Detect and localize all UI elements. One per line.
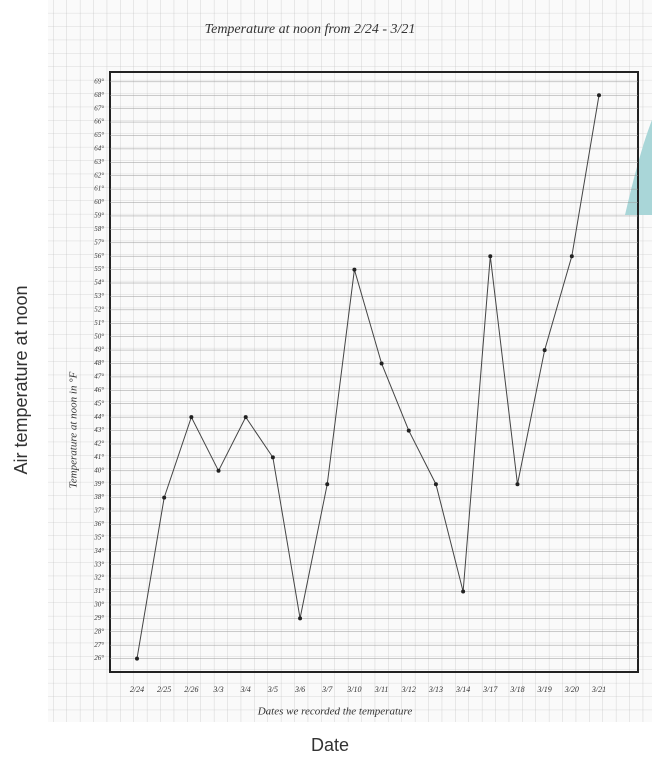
y-tick-label: 55° <box>94 265 104 273</box>
y-tick-label: 67° <box>94 104 104 112</box>
y-tick-label: 52° <box>94 305 104 313</box>
x-tick-label: 3/5 <box>267 685 278 694</box>
x-tick-label: 3/12 <box>401 685 416 694</box>
y-tick-label: 28° <box>94 627 104 635</box>
y-tick-label: 51° <box>94 319 104 327</box>
chart: Temperature at noon from 2/24 - 3/21 Tem… <box>0 0 652 761</box>
data-point <box>461 590 465 594</box>
x-tick-label: 3/19 <box>537 685 552 694</box>
data-point <box>570 254 574 258</box>
data-point <box>515 482 519 486</box>
x-tick-label: 3/4 <box>240 685 251 694</box>
data-point <box>244 415 248 419</box>
data-point <box>352 268 356 272</box>
x-tick-label: 3/10 <box>346 685 361 694</box>
x-tick-label: 3/17 <box>482 685 498 694</box>
y-tick-label: 30° <box>93 601 104 609</box>
y-tick-label: 47° <box>94 373 104 381</box>
y-tick-label: 43° <box>94 426 104 434</box>
y-tick-label: 62° <box>94 171 104 179</box>
y-tick-label: 44° <box>94 413 104 421</box>
data-point <box>434 482 438 486</box>
data-point <box>162 496 166 500</box>
x-tick-label: 3/13 <box>428 685 443 694</box>
y-tick-label: 49° <box>94 346 104 354</box>
data-point <box>298 616 302 620</box>
y-tick-label: 31° <box>93 587 104 595</box>
x-tick-label: 3/6 <box>294 685 305 694</box>
y-tick-label: 45° <box>94 399 104 407</box>
y-tick-label: 39° <box>93 480 104 488</box>
x-tick-label: 3/11 <box>374 685 389 694</box>
outer-x-label: Date <box>311 735 349 755</box>
y-tick-label: 41° <box>94 453 104 461</box>
y-tick-label: 60° <box>94 198 104 206</box>
data-point <box>407 429 411 433</box>
y-tick-label: 57° <box>94 238 104 246</box>
y-tick-label: 64° <box>94 145 104 153</box>
y-tick-label: 37° <box>93 507 104 515</box>
x-tick-label: 3/3 <box>212 685 223 694</box>
y-tick-label: 29° <box>94 614 104 622</box>
x-axis-label: Dates we recorded the temperature <box>257 706 413 718</box>
x-tick-label: 3/21 <box>591 685 606 694</box>
x-tick-label: 3/18 <box>509 685 524 694</box>
y-tick-label: 35° <box>93 533 104 541</box>
y-tick-label: 40° <box>94 466 104 474</box>
data-point <box>488 254 492 258</box>
data-point <box>543 348 547 352</box>
y-tick-label: 36° <box>93 520 104 528</box>
data-point <box>135 657 139 661</box>
y-tick-label: 54° <box>94 279 104 287</box>
y-tick-label: 48° <box>94 359 104 367</box>
y-tick-label: 26° <box>94 654 104 662</box>
y-tick-label: 27° <box>94 641 104 649</box>
x-tick-label: 2/25 <box>157 685 171 694</box>
y-tick-label: 56° <box>94 252 104 260</box>
y-tick-label: 69° <box>94 77 104 85</box>
chart-title: Temperature at noon from 2/24 - 3/21 <box>205 22 416 37</box>
y-tick-label: 38° <box>93 493 104 501</box>
data-point <box>597 93 601 97</box>
y-tick-label: 61° <box>94 185 104 193</box>
y-tick-label: 50° <box>94 332 104 340</box>
x-tick-label: 3/7 <box>321 685 333 694</box>
x-tick-label: 3/14 <box>455 685 470 694</box>
y-tick-label: 58° <box>94 225 104 233</box>
y-tick-label: 33° <box>93 560 104 568</box>
paper-grid <box>48 0 652 722</box>
y-tick-label: 63° <box>94 158 104 166</box>
y-tick-label: 59° <box>94 212 104 220</box>
y-tick-label: 65° <box>94 131 104 139</box>
y-tick-label: 68° <box>94 91 104 99</box>
y-tick-label: 42° <box>94 440 104 448</box>
y-tick-label: 66° <box>94 118 104 126</box>
y-tick-label: 34° <box>93 547 104 555</box>
y-tick-label: 32° <box>93 574 104 582</box>
x-tick-label: 3/20 <box>564 685 579 694</box>
y-axis-label: Temperature at noon in °F <box>68 371 80 488</box>
y-tick-label: 46° <box>94 386 104 394</box>
data-point <box>380 362 384 366</box>
data-point <box>271 455 275 459</box>
data-point <box>189 415 193 419</box>
outer-y-label: Air temperature at noon <box>11 285 31 474</box>
data-point <box>217 469 221 473</box>
x-tick-label: 2/26 <box>184 685 198 694</box>
x-tick-label: 2/24 <box>130 685 144 694</box>
y-tick-label: 53° <box>94 292 104 300</box>
data-point <box>325 482 329 486</box>
